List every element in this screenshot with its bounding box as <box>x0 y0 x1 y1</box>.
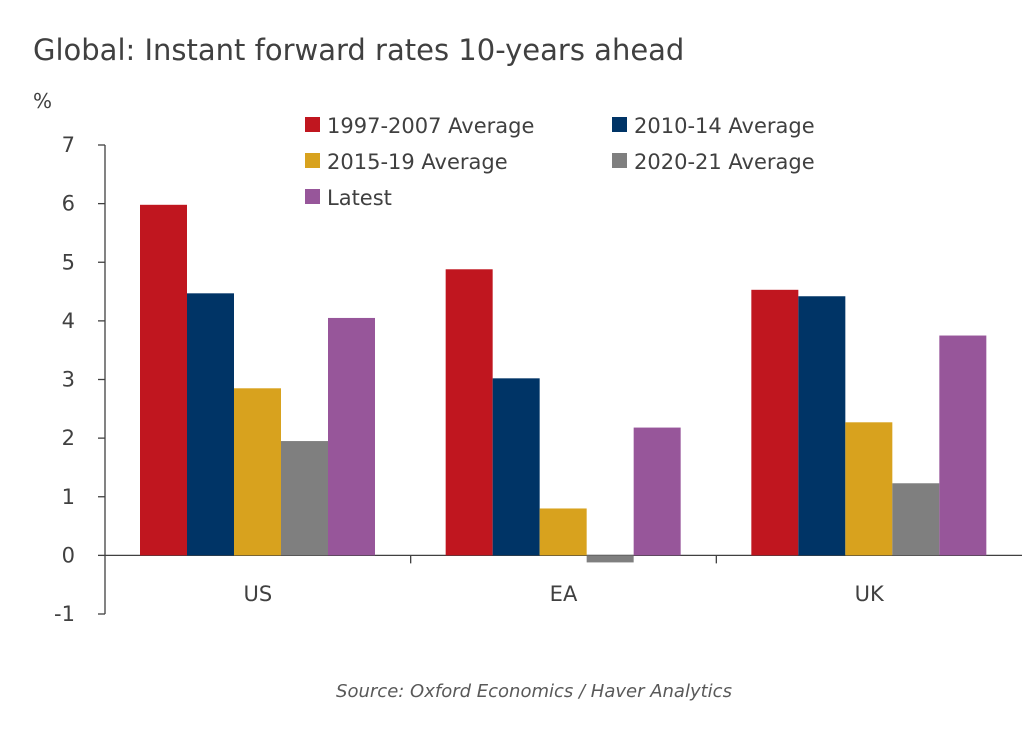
legend-swatch <box>305 189 320 204</box>
y-axis-unit-label: % <box>33 89 52 113</box>
bar-uk-series-4 <box>892 483 940 556</box>
source-note: Source: Oxford Economics / Haver Analyti… <box>336 681 732 702</box>
legend-label: Latest <box>327 186 392 210</box>
bar-uk-series-3 <box>845 422 893 556</box>
legend-label: 2010-14 Average <box>634 114 815 138</box>
bar-ea-series-2 <box>492 378 540 556</box>
y-tick-label: 1 <box>62 485 75 509</box>
y-tick-label: -1 <box>54 602 75 626</box>
bar-uk-series-1 <box>751 289 799 556</box>
x-axis: US EA UK <box>105 554 1022 606</box>
legend-swatch <box>612 153 627 168</box>
bar-us-series-1 <box>140 204 187 556</box>
legend-swatch <box>305 153 320 168</box>
chart-title: Global: Instant forward rates 10-years a… <box>33 33 684 67</box>
bar-ea-series-1 <box>445 269 493 556</box>
bar-uk-series-5 <box>939 335 987 556</box>
bar-ea-series-3 <box>539 508 587 556</box>
y-tick-label: 7 <box>62 133 75 157</box>
y-tick-label: 0 <box>62 543 75 567</box>
y-axis: -1 0 1 2 3 4 5 6 7 <box>54 133 106 626</box>
bar-us-series-3 <box>234 388 281 556</box>
category-label: UK <box>855 582 885 606</box>
category-label: EA <box>550 582 578 606</box>
legend-label: 2020-21 Average <box>634 150 815 174</box>
bar-us-series-5 <box>328 317 375 556</box>
bar-us-series-2 <box>187 293 234 556</box>
bar-uk-series-2 <box>798 296 846 556</box>
legend-label: 1997-2007 Average <box>327 114 534 138</box>
legend-swatch <box>612 117 627 132</box>
category-label: US <box>243 582 272 606</box>
legend: 1997-2007 Average 2010-14 Average 2015-19 … <box>305 114 815 210</box>
bar-us-series-4 <box>281 441 328 556</box>
legend-swatch <box>305 117 320 132</box>
bar-ea-series-4 <box>586 555 634 563</box>
y-tick-label: 3 <box>62 368 75 392</box>
y-tick-label: 2 <box>62 426 75 450</box>
legend-label: 2015-19 Average <box>327 150 508 174</box>
y-tick-label: 4 <box>62 309 75 333</box>
bar-ea-series-5 <box>633 427 681 556</box>
bars-group <box>140 204 987 563</box>
y-tick-label: 5 <box>62 250 75 274</box>
y-tick-label: 6 <box>62 192 75 216</box>
